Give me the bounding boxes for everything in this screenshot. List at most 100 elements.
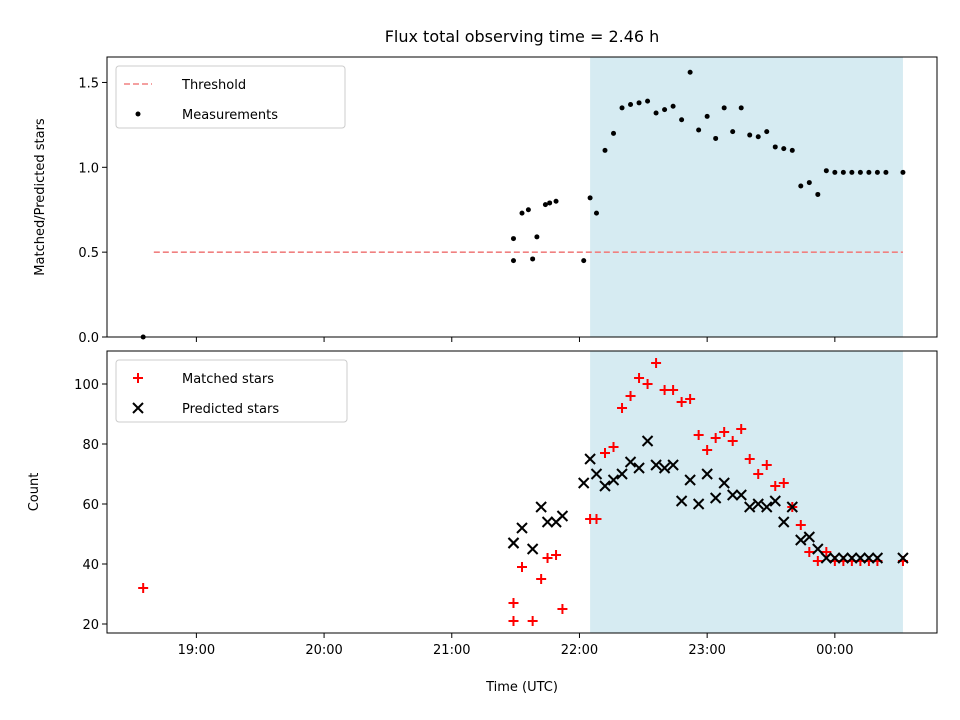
matched-stars-point <box>702 445 713 455</box>
matched-stars-point <box>795 520 806 530</box>
matched-stars-point <box>744 454 755 464</box>
measurements-point <box>696 127 702 133</box>
bottom-shaded-span <box>590 351 903 633</box>
predicted-stars-point <box>590 468 603 480</box>
predicted-stars-point <box>692 498 705 510</box>
predicted-stars-point <box>607 474 620 486</box>
measurements-point <box>857 169 863 175</box>
predicted-stars-point <box>541 516 554 528</box>
matched-stars-point <box>668 385 679 395</box>
x-tick-label: 22:00 <box>561 643 598 658</box>
measurements-point <box>645 98 651 104</box>
measurements-point <box>687 69 693 75</box>
measurements-point <box>611 130 617 136</box>
measurements-point <box>883 169 889 175</box>
matched-stars-point <box>527 616 538 626</box>
legend-label-matched-stars: Matched stars <box>182 372 274 387</box>
measurements-point <box>593 210 599 216</box>
predicted-stars-point <box>599 480 611 492</box>
measurements-point <box>636 100 642 106</box>
measurements-point <box>602 147 608 153</box>
measurements-point <box>900 169 906 175</box>
matched-stars-point <box>727 436 738 446</box>
x-tick-label: 23:00 <box>688 643 725 658</box>
predicted-stars-point <box>829 552 841 564</box>
matched-stars-point <box>617 403 628 413</box>
matched-stars-point <box>736 424 747 434</box>
measurements-point <box>662 107 668 113</box>
measurements-point <box>806 180 812 186</box>
matched-stars-point <box>685 394 696 404</box>
measurements-point <box>542 202 548 208</box>
legend-swatch-predicted-stars <box>132 402 144 414</box>
measurements-point <box>840 169 846 175</box>
predicted-stars-point <box>854 552 867 564</box>
legend-box <box>115 359 348 423</box>
top-plot-frame <box>106 56 938 338</box>
predicted-stars-point <box>675 495 688 507</box>
measurements-point <box>789 147 795 153</box>
bottom-y-tick-label: 20 <box>82 618 99 633</box>
bottom-y-axis-label: Count <box>27 473 42 512</box>
matched-stars-point <box>536 574 547 584</box>
matched-stars-point <box>517 562 527 572</box>
predicted-stars-point <box>761 501 773 513</box>
matched-stars-point <box>508 616 519 626</box>
measurements-point <box>547 200 553 206</box>
predicted-stars-point <box>820 552 833 564</box>
measurements-point <box>721 105 727 111</box>
predicted-stars-point <box>641 435 654 447</box>
predicted-stars-point <box>556 510 569 522</box>
matched-stars-point <box>591 514 602 524</box>
predicted-stars-point <box>871 552 884 564</box>
bottom-plot-frame <box>106 350 938 634</box>
measurements-point <box>553 198 559 204</box>
predicted-stars-point <box>526 543 539 555</box>
bottom-y-tick-label: 40 <box>82 558 99 573</box>
x-tick-label: 19:00 <box>178 643 215 658</box>
top-y-tick-label: 0.5 <box>78 246 99 261</box>
measurements-point <box>653 110 659 116</box>
x-tick-label: 20:00 <box>305 643 342 658</box>
predicted-stars-point <box>535 501 547 513</box>
matched-stars-point <box>676 397 687 407</box>
measurements-point <box>628 102 634 108</box>
predicted-stars-point <box>701 468 713 480</box>
chart-title: Flux total observing time = 2.46 h <box>385 27 660 46</box>
bottom-legend: Matched stars Predicted stars <box>115 359 348 423</box>
bottom-y-tick-label: 60 <box>82 498 99 513</box>
measurements-point <box>832 169 838 175</box>
measurements-point <box>619 105 625 111</box>
matched-stars-point <box>821 547 832 557</box>
measurements-point <box>730 129 736 135</box>
top-y-tick-label: 0.0 <box>78 331 99 346</box>
predicted-stars-point <box>726 489 739 501</box>
top-y-axis-label: Matched/Predicted stars <box>33 118 48 276</box>
measurements-point <box>866 169 872 175</box>
matched-stars-point <box>651 358 662 368</box>
legend-label-measurements: Measurements <box>182 108 278 123</box>
matched-stars-point <box>642 379 653 389</box>
predicted-stars-point <box>863 552 875 564</box>
predicted-stars-point <box>624 456 637 468</box>
predicted-stars-point <box>752 498 764 510</box>
matched-stars-point <box>557 604 568 614</box>
measurements-point <box>704 113 710 119</box>
measurements-point <box>530 256 536 262</box>
measurements-point <box>679 117 685 123</box>
predicted-stars-point <box>735 489 747 501</box>
predicted-stars-point <box>584 453 596 465</box>
top-shaded-span <box>590 57 903 337</box>
predicted-stars-point <box>633 462 645 474</box>
predicted-stars-point <box>744 501 756 513</box>
predicted-stars-point <box>769 495 781 507</box>
top-y-tick-label: 1.0 <box>78 161 99 176</box>
measurements-point <box>713 135 719 141</box>
bottom-y-tick-label: 100 <box>74 378 99 393</box>
matched-stars-point <box>608 442 619 452</box>
x-tick-label: 21:00 <box>433 643 470 658</box>
measurements-point <box>823 168 829 174</box>
matched-stars-point <box>761 460 772 470</box>
predicted-stars-point <box>846 552 858 564</box>
